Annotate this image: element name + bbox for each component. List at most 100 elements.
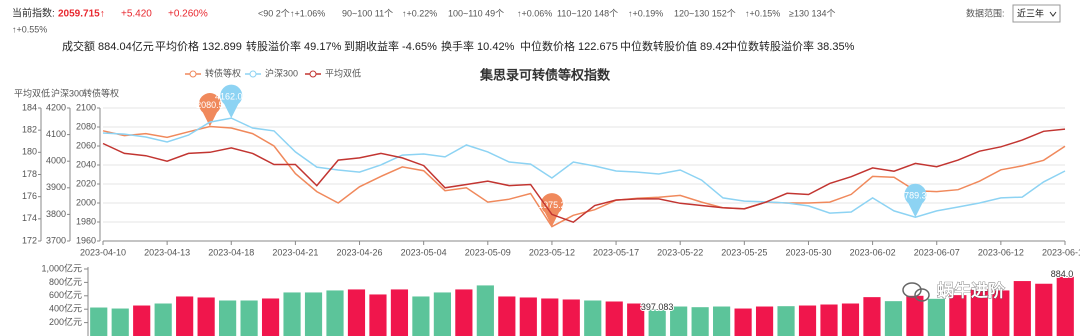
bar <box>1056 276 1074 336</box>
y2-axis-label: 沪深300 <box>51 87 84 98</box>
x-tick-label: 2023-05-30 <box>785 247 831 257</box>
watermark: 蜗牛进阶 <box>902 280 1006 302</box>
y-tick-label: 200亿元 <box>49 316 82 327</box>
range-select[interactable]: 近三年 <box>1012 4 1061 23</box>
bar <box>584 300 602 336</box>
y-tick-label: 1980 <box>76 216 96 226</box>
legend-label: 平均双低 <box>325 67 361 78</box>
bar <box>798 305 817 336</box>
series-line <box>102 117 1066 218</box>
bar <box>906 295 924 336</box>
y-tick-label: 2080 <box>76 121 96 131</box>
y-tick-label: 172 <box>22 235 37 245</box>
bar <box>648 309 666 336</box>
stat: 成交额 884.04亿元 <box>62 39 154 53</box>
y-tick-label: 180 <box>22 147 37 157</box>
y-axis-label: 转债等权 <box>83 87 119 98</box>
stat: 中位数转股溢价率 38.35% <box>726 39 855 53</box>
bar <box>326 290 344 336</box>
bar <box>412 296 430 336</box>
bar <box>713 306 731 336</box>
bucket-label: ≥130 134个 <box>789 8 835 18</box>
pin <box>540 193 563 227</box>
bar <box>519 297 537 336</box>
bar <box>884 301 903 336</box>
pin <box>904 183 927 218</box>
bucket-change: ↑+0.22% <box>402 8 437 18</box>
bucket-change: ↑+1.06% <box>290 8 325 18</box>
bar <box>283 292 301 336</box>
y-tick-label: 1,000亿元 <box>41 262 82 273</box>
value-label: 2080.5 <box>196 100 224 110</box>
value-label: 397.083 <box>641 302 674 312</box>
bar <box>369 294 387 336</box>
x-tick-label: 2023-06-07 <box>914 247 960 257</box>
index-label: 当前指数: <box>12 7 55 20</box>
x-tick-label: 2023-04-26 <box>337 247 383 257</box>
stat: 转股溢价率 49.17% <box>246 39 342 53</box>
select-arrow[interactable] <box>1049 11 1057 17</box>
bar <box>670 306 688 336</box>
select-box[interactable] <box>1012 4 1061 23</box>
x-tick-label: 2023-05-25 <box>721 247 767 257</box>
chart-title: 集思录可转债等权指数 <box>479 67 611 82</box>
x-tick-label: 2023-06-15 <box>1042 247 1080 257</box>
wechat-icon <box>902 282 922 298</box>
y-tick-label: 4000 <box>46 156 66 166</box>
bar <box>541 298 559 336</box>
x-tick-label: 2023-05-04 <box>401 247 447 257</box>
y-tick-label: 3900 <box>46 182 66 192</box>
bar <box>498 296 516 336</box>
value-label: 884.0 <box>1051 269 1074 279</box>
select-value[interactable]: 近三年 <box>1017 7 1044 18</box>
y-tick-label: 4200 <box>46 102 66 112</box>
bucket-change: ↑+0.19% <box>628 8 663 18</box>
bar <box>562 299 580 336</box>
bucket-label: 90~100 11个 <box>342 8 393 18</box>
value-label: 4162.03 <box>215 91 248 101</box>
y-tick-label: 2000 <box>76 197 96 207</box>
wechat-icon <box>914 288 930 302</box>
stat: 中位数价格 122.675 <box>520 39 618 53</box>
bar <box>863 297 881 336</box>
bar <box>111 308 129 336</box>
index-value: 2059.715↑ <box>58 9 105 20</box>
bar <box>455 289 473 336</box>
x-tick-label: 2023-04-21 <box>272 247 318 257</box>
legend-label: 转债等权 <box>205 67 241 78</box>
legend-marker <box>249 70 257 78</box>
bar <box>390 289 409 336</box>
bar <box>197 297 215 336</box>
y3-axis-label: 平均双低 <box>14 87 50 98</box>
y-tick-label: 800亿元 <box>49 276 82 287</box>
bar <box>627 303 645 336</box>
bar <box>240 300 258 336</box>
pin <box>198 93 221 127</box>
bucket-change: ↑+0.15% <box>745 8 780 18</box>
y-tick-label: 3700 <box>46 235 66 245</box>
bar <box>820 304 838 336</box>
value-label: 1975.2 <box>538 200 566 210</box>
bar <box>949 295 967 336</box>
bucket-label: <90 2个 <box>258 8 290 18</box>
bar <box>755 306 774 336</box>
bucket-change: ↑+0.06% <box>517 8 552 18</box>
watermark-text: 蜗牛进阶 <box>937 280 1006 300</box>
legend-marker <box>309 70 317 78</box>
range-label: 数据范围: <box>966 7 1005 18</box>
value-label: 3789.34 <box>899 191 932 201</box>
y-tick-label: 2060 <box>76 140 96 150</box>
y-tick-label: 178 <box>22 169 37 179</box>
bar <box>261 298 280 336</box>
x-tick-label: 2023-04-13 <box>144 247 190 257</box>
y-tick-label: 600亿元 <box>49 289 82 300</box>
bar <box>1035 283 1053 336</box>
y-tick-label: 184 <box>22 102 37 112</box>
bucket-label: 110~120 148个 <box>557 8 618 18</box>
stat: 换手率 10.42% <box>441 39 515 53</box>
y-tick-label: 2020 <box>76 178 96 188</box>
bar <box>970 289 988 336</box>
y-tick-label: 176 <box>22 191 37 201</box>
